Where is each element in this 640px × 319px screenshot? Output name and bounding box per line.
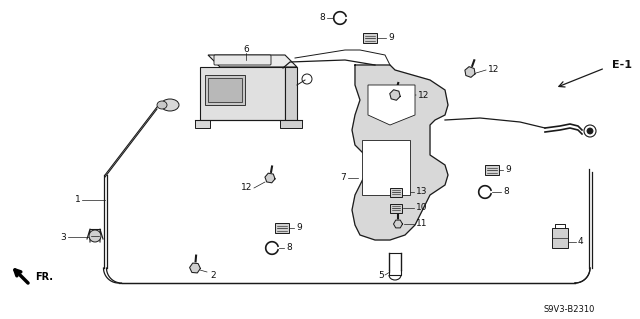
Text: 2: 2 [210,271,216,279]
Bar [363,33,377,43]
Bar [200,67,285,120]
Text: 9: 9 [296,224,301,233]
Polygon shape [285,67,297,120]
Text: 13: 13 [416,188,428,197]
Text: 3: 3 [60,233,66,241]
Polygon shape [352,65,448,240]
Bar [205,75,245,105]
Text: 7: 7 [340,174,346,182]
Ellipse shape [161,99,179,111]
Polygon shape [280,120,302,128]
Text: 4: 4 [578,238,584,247]
Bar [390,188,403,197]
FancyBboxPatch shape [214,55,271,65]
Text: 12: 12 [241,183,252,192]
Polygon shape [390,90,400,100]
Text: 8: 8 [503,188,509,197]
Text: 5: 5 [378,271,384,279]
Text: 1: 1 [75,196,81,204]
Polygon shape [394,220,403,228]
Bar [390,204,403,212]
Text: 9: 9 [505,166,511,174]
Polygon shape [368,85,415,125]
Text: 12: 12 [418,91,429,100]
Polygon shape [265,173,275,183]
Ellipse shape [157,101,167,109]
Text: 9: 9 [388,33,394,42]
Circle shape [587,128,593,134]
Text: 8: 8 [286,243,292,253]
Text: S9V3-B2310: S9V3-B2310 [543,306,595,315]
Polygon shape [189,263,200,273]
Polygon shape [208,55,297,67]
Bar [485,165,499,175]
Polygon shape [465,67,475,77]
Circle shape [89,230,101,242]
Polygon shape [195,120,210,128]
Text: 6: 6 [243,46,249,55]
Text: E-1: E-1 [612,60,632,70]
Bar [552,228,568,248]
Text: 10: 10 [416,204,428,212]
Text: 8: 8 [319,13,325,23]
Text: 12: 12 [488,65,499,75]
Text: FR.: FR. [35,272,53,282]
Bar [275,223,289,233]
Bar [208,78,242,102]
Text: 11: 11 [416,219,428,228]
Bar [362,140,410,195]
